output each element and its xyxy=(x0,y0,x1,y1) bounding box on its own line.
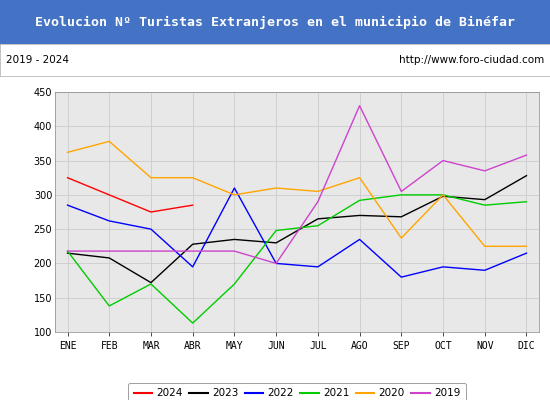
Text: 2019 - 2024: 2019 - 2024 xyxy=(6,55,69,65)
Text: Evolucion Nº Turistas Extranjeros en el municipio de Binéfar: Evolucion Nº Turistas Extranjeros en el … xyxy=(35,16,515,28)
Text: http://www.foro-ciudad.com: http://www.foro-ciudad.com xyxy=(399,55,544,65)
Legend: 2024, 2023, 2022, 2021, 2020, 2019: 2024, 2023, 2022, 2021, 2020, 2019 xyxy=(128,383,466,400)
